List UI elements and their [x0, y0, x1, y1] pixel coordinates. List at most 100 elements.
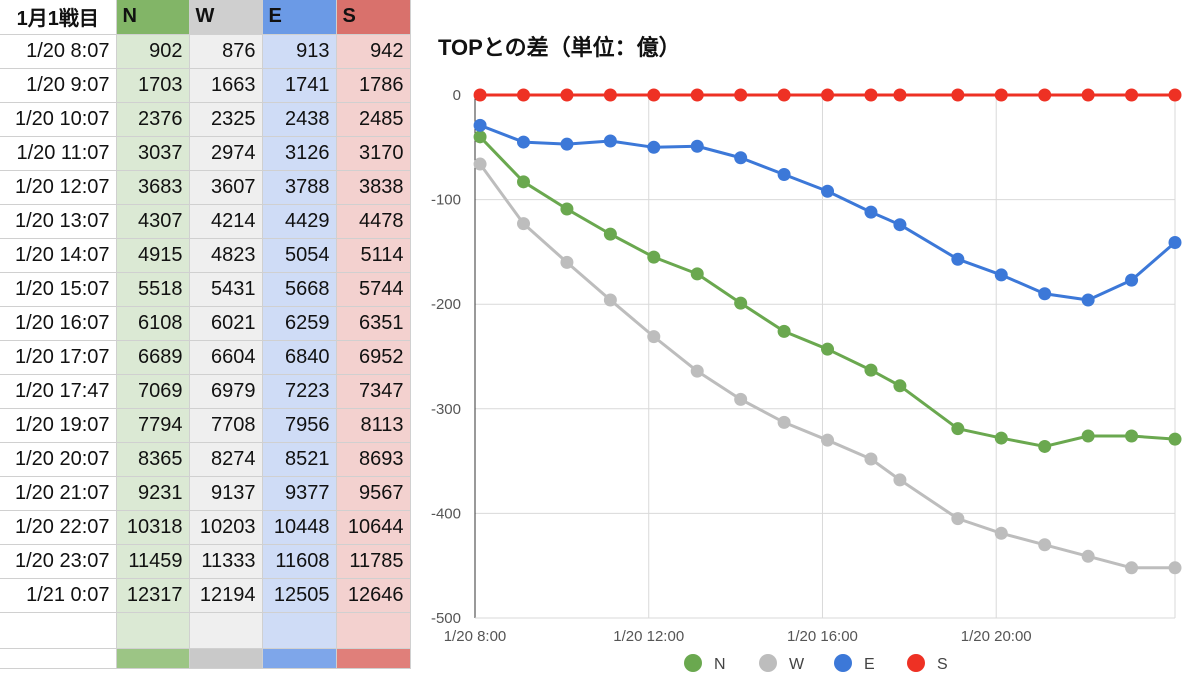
cell-w[interactable]: 5431	[189, 272, 263, 307]
cell-n[interactable]: 10318	[116, 510, 190, 545]
cell-time[interactable]: 1/21 0:07	[0, 578, 117, 613]
cell-e[interactable]: 4429	[262, 204, 337, 239]
cell-w[interactable]: 1663	[189, 68, 263, 103]
cell-time[interactable]: 1/20 22:07	[0, 510, 117, 545]
cell-w[interactable]: 7708	[189, 408, 263, 443]
cell-s[interactable]: 8113	[336, 408, 411, 443]
cell-w[interactable]: 9137	[189, 476, 263, 511]
cell-time[interactable]: 1/20 17:07	[0, 340, 117, 375]
cell-e[interactable]: 3126	[262, 136, 337, 171]
cell-w[interactable]: 10203	[189, 510, 263, 545]
cell-n[interactable]: 6108	[116, 306, 190, 341]
header-cell-label[interactable]: 1月1戦目	[0, 0, 117, 35]
cell-e[interactable]: 8521	[262, 442, 337, 477]
cell-s[interactable]: 3170	[336, 136, 411, 171]
empty-cell[interactable]	[189, 612, 263, 649]
cell-e[interactable]: 7223	[262, 374, 337, 409]
cell-w[interactable]: 6979	[189, 374, 263, 409]
cell-n[interactable]: 3683	[116, 170, 190, 205]
empty-cell[interactable]	[336, 612, 411, 649]
cell-e[interactable]: 12505	[262, 578, 337, 613]
empty-cell[interactable]	[262, 648, 337, 669]
cell-e[interactable]: 10448	[262, 510, 337, 545]
header-cell-w[interactable]: W	[189, 0, 263, 35]
cell-n[interactable]: 8365	[116, 442, 190, 477]
header-cell-n[interactable]: N	[116, 0, 190, 35]
cell-s[interactable]: 6952	[336, 340, 411, 375]
cell-s[interactable]: 2485	[336, 102, 411, 137]
cell-w[interactable]: 11333	[189, 544, 263, 579]
cell-e[interactable]: 7956	[262, 408, 337, 443]
empty-cell[interactable]	[116, 648, 190, 669]
empty-cell[interactable]	[0, 648, 117, 669]
cell-time[interactable]: 1/20 9:07	[0, 68, 117, 103]
cell-w[interactable]: 3607	[189, 170, 263, 205]
empty-cell[interactable]	[262, 612, 337, 649]
cell-w[interactable]: 12194	[189, 578, 263, 613]
cell-w[interactable]: 4214	[189, 204, 263, 239]
cell-n[interactable]: 1703	[116, 68, 190, 103]
cell-n[interactable]: 6689	[116, 340, 190, 375]
cell-time[interactable]: 1/20 19:07	[0, 408, 117, 443]
cell-time[interactable]: 1/20 8:07	[0, 34, 117, 69]
cell-e[interactable]: 5668	[262, 272, 337, 307]
empty-cell[interactable]	[0, 612, 117, 649]
cell-n[interactable]: 4915	[116, 238, 190, 273]
cell-e[interactable]: 6259	[262, 306, 337, 341]
cell-n[interactable]: 11459	[116, 544, 190, 579]
cell-e[interactable]: 5054	[262, 238, 337, 273]
cell-s[interactable]: 4478	[336, 204, 411, 239]
cell-s[interactable]: 12646	[336, 578, 411, 613]
cell-s[interactable]: 8693	[336, 442, 411, 477]
cell-e[interactable]: 1741	[262, 68, 337, 103]
cell-time[interactable]: 1/20 14:07	[0, 238, 117, 273]
cell-n[interactable]: 12317	[116, 578, 190, 613]
legend-item-s[interactable]: S	[907, 654, 948, 673]
legend-item-e[interactable]: E	[834, 654, 875, 673]
cell-n[interactable]: 3037	[116, 136, 190, 171]
cell-time[interactable]: 1/20 11:07	[0, 136, 117, 171]
cell-e[interactable]: 913	[262, 34, 337, 69]
cell-time[interactable]: 1/20 17:47	[0, 374, 117, 409]
cell-n[interactable]: 7069	[116, 374, 190, 409]
cell-n[interactable]: 2376	[116, 102, 190, 137]
cell-s[interactable]: 1786	[336, 68, 411, 103]
cell-w[interactable]: 2325	[189, 102, 263, 137]
cell-n[interactable]: 5518	[116, 272, 190, 307]
cell-w[interactable]: 6021	[189, 306, 263, 341]
cell-n[interactable]: 4307	[116, 204, 190, 239]
cell-time[interactable]: 1/20 10:07	[0, 102, 117, 137]
cell-s[interactable]: 3838	[336, 170, 411, 205]
cell-s[interactable]: 7347	[336, 374, 411, 409]
cell-s[interactable]: 942	[336, 34, 411, 69]
empty-cell[interactable]	[116, 612, 190, 649]
cell-n[interactable]: 7794	[116, 408, 190, 443]
cell-time[interactable]: 1/20 16:07	[0, 306, 117, 341]
cell-s[interactable]: 11785	[336, 544, 411, 579]
cell-w[interactable]: 6604	[189, 340, 263, 375]
cell-n[interactable]: 9231	[116, 476, 190, 511]
cell-time[interactable]: 1/20 13:07	[0, 204, 117, 239]
cell-w[interactable]: 4823	[189, 238, 263, 273]
cell-n[interactable]: 902	[116, 34, 190, 69]
legend-item-w[interactable]: W	[759, 654, 805, 673]
cell-e[interactable]: 9377	[262, 476, 337, 511]
cell-s[interactable]: 5744	[336, 272, 411, 307]
cell-e[interactable]: 6840	[262, 340, 337, 375]
empty-cell[interactable]	[336, 648, 411, 669]
cell-time[interactable]: 1/20 20:07	[0, 442, 117, 477]
cell-w[interactable]: 8274	[189, 442, 263, 477]
legend-item-n[interactable]: N	[684, 654, 726, 673]
cell-e[interactable]: 3788	[262, 170, 337, 205]
cell-s[interactable]: 10644	[336, 510, 411, 545]
cell-w[interactable]: 2974	[189, 136, 263, 171]
cell-s[interactable]: 5114	[336, 238, 411, 273]
header-cell-e[interactable]: E	[262, 0, 337, 35]
cell-time[interactable]: 1/20 12:07	[0, 170, 117, 205]
cell-s[interactable]: 9567	[336, 476, 411, 511]
cell-s[interactable]: 6351	[336, 306, 411, 341]
cell-time[interactable]: 1/20 15:07	[0, 272, 117, 307]
empty-cell[interactable]	[189, 648, 263, 669]
cell-time[interactable]: 1/20 23:07	[0, 544, 117, 579]
cell-e[interactable]: 2438	[262, 102, 337, 137]
